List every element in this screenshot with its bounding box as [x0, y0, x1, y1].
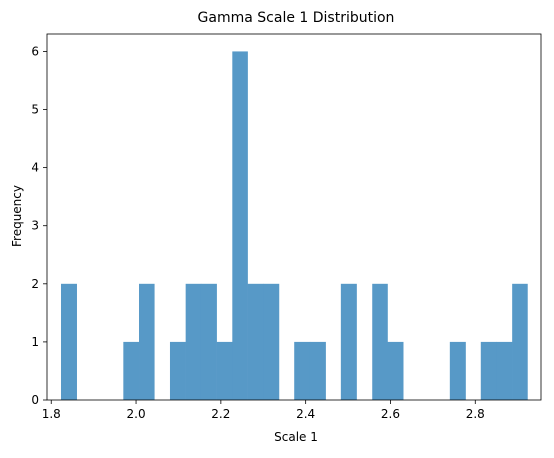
x-tick-label: 2.6 — [381, 407, 400, 421]
y-axis-label: Frequency — [10, 185, 24, 247]
histogram-bar-29 — [512, 283, 528, 400]
y-tick-label: 3 — [31, 219, 39, 233]
y-tick-label: 5 — [31, 103, 39, 117]
histogram-bar-0 — [60, 283, 77, 400]
x-tick-label: 1.8 — [42, 407, 61, 421]
histogram-bar-13 — [263, 283, 280, 400]
histogram-bar-18 — [340, 283, 357, 400]
histogram-bar-12 — [247, 283, 264, 400]
histogram-bar-27 — [480, 341, 497, 400]
histogram-bar-9 — [200, 283, 217, 400]
y-tick-label: 4 — [31, 161, 39, 175]
histogram-bar-15 — [294, 341, 311, 400]
histogram-bar-11 — [232, 51, 248, 401]
y-tick-label: 2 — [31, 277, 39, 291]
x-tick-label: 2.8 — [466, 407, 485, 421]
x-tick-label: 2.0 — [127, 407, 146, 421]
bars-layer — [60, 51, 528, 401]
x-axis-label: Scale 1 — [274, 430, 318, 444]
y-tick-label: 0 — [31, 393, 39, 407]
histogram-bar-10 — [216, 341, 233, 400]
histogram-bar-21 — [387, 341, 404, 400]
y-tick-label: 6 — [31, 44, 39, 58]
histogram-bar-16 — [309, 341, 326, 400]
histogram-bar-4 — [123, 341, 140, 400]
histogram-bar-5 — [139, 283, 155, 400]
histogram-bar-20 — [372, 283, 388, 400]
histogram-bar-8 — [185, 283, 202, 400]
plot-frame — [46, 33, 542, 401]
x-tick-label: 2.2 — [211, 407, 230, 421]
x-tick-label: 2.4 — [296, 407, 315, 421]
ticks-layer: 1.8 2.0 2.2 2.4 2.6 2.8 0 1 2 3 4 5 6 — [31, 44, 484, 421]
chart-title: Gamma Scale 1 Distribution — [198, 10, 395, 26]
histogram-bar-7 — [169, 341, 186, 400]
histogram-bar-25 — [449, 341, 466, 400]
y-tick-label: 1 — [31, 335, 39, 349]
histogram-bar-28 — [496, 341, 513, 400]
